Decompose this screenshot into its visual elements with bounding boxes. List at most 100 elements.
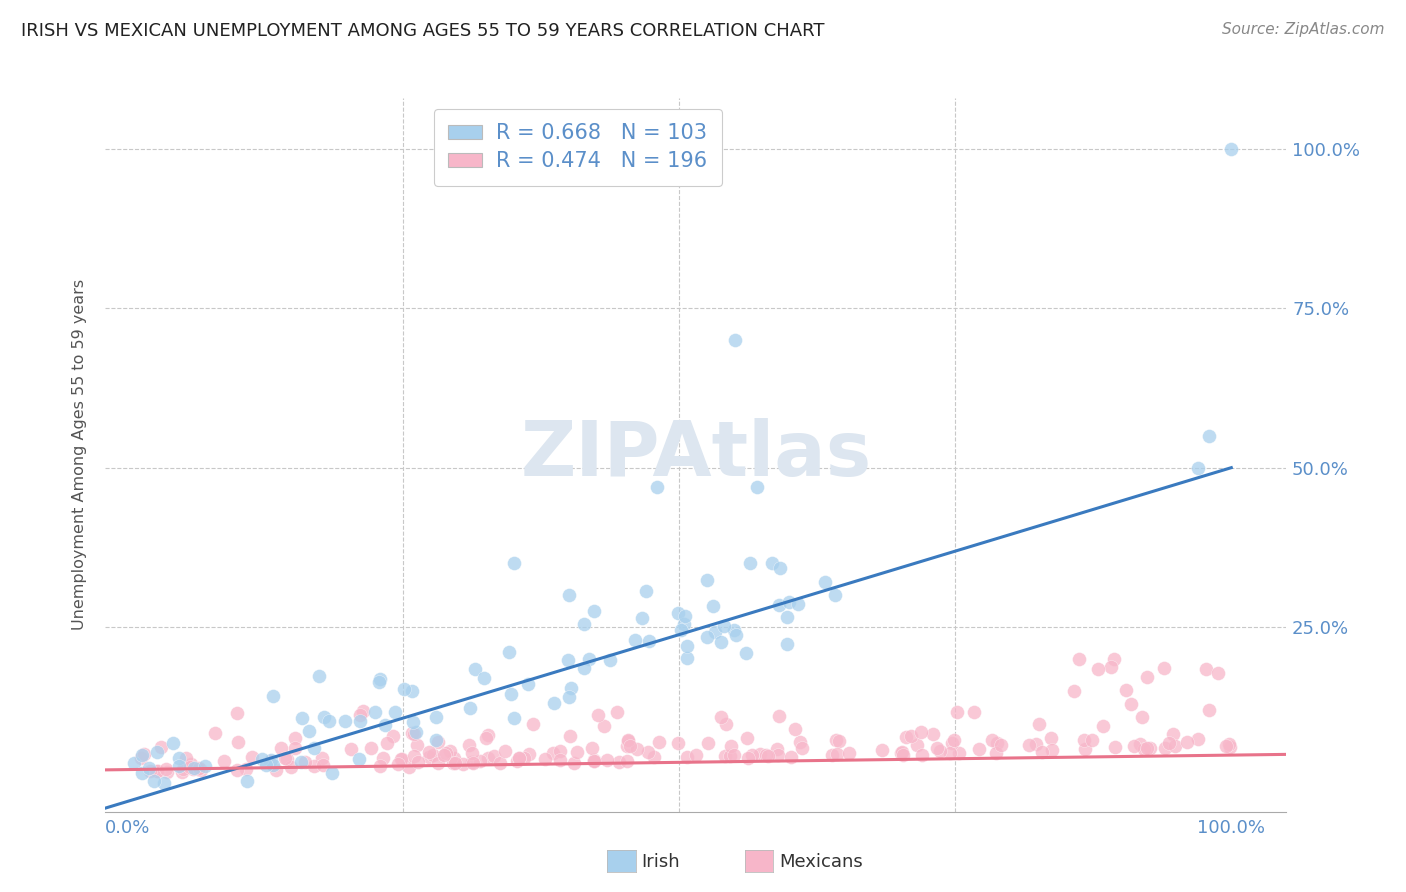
Point	[169, 759, 191, 773]
Point	[508, 751, 530, 765]
Point	[779, 750, 801, 764]
Point	[814, 575, 837, 590]
Point	[1080, 732, 1102, 747]
Point	[426, 735, 449, 749]
Point	[617, 732, 640, 747]
Point	[588, 708, 610, 723]
Point	[1135, 740, 1157, 755]
Point	[1220, 142, 1243, 156]
Point	[1153, 661, 1175, 675]
Point	[560, 681, 582, 696]
Point	[148, 764, 170, 778]
Point	[349, 707, 371, 722]
Point	[872, 742, 894, 756]
Point	[262, 757, 284, 772]
Point	[900, 729, 922, 743]
Point	[714, 717, 737, 731]
Point	[406, 756, 429, 770]
Point	[508, 751, 530, 765]
Point	[673, 609, 696, 624]
Point	[401, 726, 423, 740]
Point	[1198, 703, 1220, 717]
Point	[1040, 743, 1063, 757]
Point	[352, 704, 374, 718]
Point	[167, 751, 190, 765]
Point	[1136, 670, 1159, 684]
Point	[1187, 460, 1209, 475]
Point	[761, 556, 783, 570]
Point	[443, 751, 465, 765]
Point	[766, 742, 789, 756]
Point	[418, 745, 440, 759]
Point	[461, 746, 484, 760]
Point	[302, 758, 325, 772]
Point	[122, 756, 145, 770]
Point	[321, 766, 343, 780]
Point	[153, 775, 176, 789]
Point	[458, 738, 481, 752]
Point	[174, 751, 197, 765]
Point	[129, 751, 152, 765]
Point	[967, 742, 990, 756]
Point	[558, 588, 581, 602]
Point	[131, 766, 153, 780]
Point	[703, 624, 725, 639]
Point	[404, 727, 426, 741]
Point	[391, 752, 413, 766]
Point	[439, 744, 461, 758]
Point	[349, 714, 371, 729]
Point	[460, 701, 482, 715]
Text: Mexicans: Mexicans	[779, 853, 863, 871]
Point	[170, 765, 193, 780]
Point	[838, 746, 860, 760]
Point	[506, 754, 529, 768]
Point	[669, 623, 692, 637]
Point	[648, 735, 671, 749]
Point	[418, 750, 440, 764]
Point	[1153, 740, 1175, 755]
Point	[1133, 742, 1156, 756]
Point	[368, 674, 391, 689]
Point	[828, 734, 851, 748]
Point	[624, 633, 647, 648]
Text: Irish: Irish	[641, 853, 679, 871]
Point	[647, 480, 669, 494]
Point	[723, 333, 745, 347]
Point	[235, 763, 257, 777]
Point	[517, 677, 540, 691]
Point	[941, 736, 963, 750]
Point	[1025, 737, 1047, 751]
Point	[696, 573, 718, 587]
Point	[402, 714, 425, 729]
Point	[1198, 429, 1220, 443]
Point	[252, 752, 274, 766]
Point	[1187, 731, 1209, 746]
Point	[572, 616, 595, 631]
Point	[453, 756, 475, 771]
Point	[312, 758, 335, 772]
Point	[643, 749, 665, 764]
Point	[183, 761, 205, 775]
Point	[562, 756, 585, 770]
Point	[502, 556, 524, 570]
Point	[433, 747, 456, 762]
Point	[461, 756, 484, 770]
Point	[910, 724, 932, 739]
Point	[749, 747, 772, 761]
Point	[631, 610, 654, 624]
Point	[194, 759, 217, 773]
Point	[1018, 738, 1040, 752]
Point	[1161, 727, 1184, 741]
Point	[425, 709, 447, 723]
Point	[616, 755, 638, 769]
Point	[626, 741, 648, 756]
Point	[468, 754, 491, 768]
Point	[675, 639, 697, 653]
Point	[1040, 731, 1063, 746]
Point	[565, 745, 588, 759]
Point	[519, 747, 541, 762]
Point	[302, 741, 325, 756]
Point	[274, 751, 297, 765]
Point	[371, 751, 394, 765]
Point	[675, 750, 697, 764]
